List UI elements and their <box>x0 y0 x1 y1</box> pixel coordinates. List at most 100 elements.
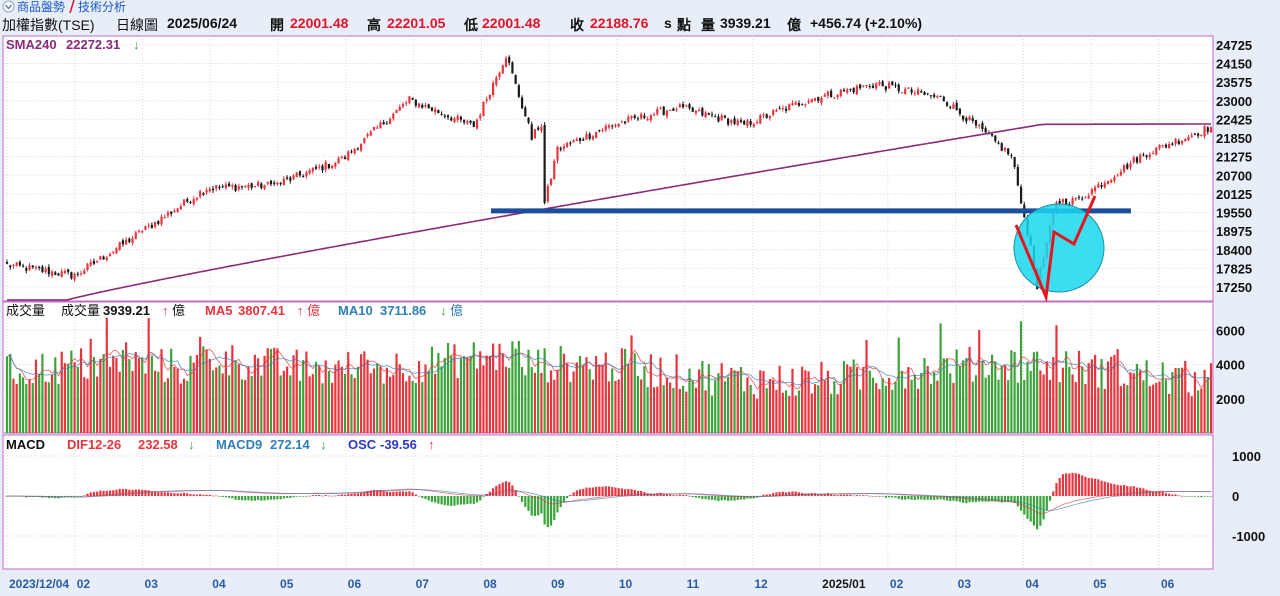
osc-bar <box>875 496 878 497</box>
volume-bar <box>846 364 849 433</box>
candle-body <box>643 115 646 119</box>
osc-bar <box>855 495 858 496</box>
volume-bar <box>813 384 817 433</box>
x-axis-label: 06 <box>348 577 362 591</box>
volume-bar <box>276 348 279 433</box>
candle-body <box>1058 200 1061 204</box>
candle-body <box>727 118 730 125</box>
volume-bar <box>228 375 231 433</box>
volume-bar <box>1003 365 1007 433</box>
change-value: +456.74 (+2.10%) <box>810 15 923 31</box>
candle-body <box>199 191 202 197</box>
osc-bar <box>514 490 517 496</box>
candle-body <box>208 188 211 192</box>
osc-bar <box>266 496 269 500</box>
volume-bar <box>340 366 343 433</box>
candle-body <box>752 124 755 127</box>
volume-bar <box>987 374 990 433</box>
candle-body <box>855 85 858 95</box>
w-pattern-arrow <box>1014 195 1097 303</box>
candle-body <box>382 122 385 125</box>
volume-unit: 億 <box>787 17 801 33</box>
volume-bar <box>1197 390 1200 433</box>
candle-body <box>1145 155 1148 158</box>
osc-bar <box>327 495 331 497</box>
osc-bar <box>1193 496 1197 497</box>
candle-body <box>337 158 340 164</box>
candle-body <box>356 148 359 150</box>
candle-body <box>1094 187 1097 192</box>
macd-legend: MACD DIF12-26 232.58 ↓ MACD9 272.14 ↓ OS… <box>6 437 435 452</box>
macd9-value: 272.14 <box>270 437 311 452</box>
osc-bar <box>1023 496 1026 515</box>
candle-body <box>31 265 34 268</box>
candle-body <box>607 125 611 128</box>
price-axis-label: 17825 <box>1216 261 1252 276</box>
volume-bar <box>797 390 801 433</box>
volume-bar <box>1013 351 1016 433</box>
x-axis-label: 2023/12/04 <box>9 577 69 591</box>
candle-body <box>108 253 112 257</box>
volume-bar <box>1193 372 1197 433</box>
candle-body <box>369 131 372 136</box>
volume-bar <box>717 373 720 433</box>
volume-bar <box>1010 350 1013 433</box>
candle-body <box>1065 198 1068 205</box>
volume-bar <box>411 380 414 433</box>
volume-bar <box>1206 377 1209 433</box>
osc-bar <box>411 492 414 496</box>
volume-bar <box>546 382 549 433</box>
volume-bar <box>900 370 904 433</box>
candle-body <box>1097 184 1100 188</box>
volume-bar <box>202 346 205 433</box>
volume-bar <box>1039 370 1042 433</box>
candle-body <box>517 85 520 97</box>
volume-bar <box>649 354 652 433</box>
osc-bar <box>1122 485 1126 496</box>
volume-bar <box>83 377 86 433</box>
volume-bar <box>1042 374 1045 433</box>
osc-bar <box>73 496 76 497</box>
price-axis-label: 21850 <box>1216 131 1252 146</box>
candle-body <box>1180 140 1184 144</box>
osc-bar <box>1135 487 1139 496</box>
volume-bar <box>524 375 527 433</box>
osc-bar <box>199 494 202 496</box>
candle-body <box>202 193 205 195</box>
candle-body <box>826 91 830 96</box>
osc-bar <box>263 496 266 501</box>
candle-body <box>446 115 450 118</box>
tab-market-overview[interactable]: 商品盤勢 <box>2 0 65 15</box>
candle-body <box>968 116 971 121</box>
quote-header: 加權指數(TSE) 日線圖 2025/06/24 開 22001.48 高 22… <box>0 13 1280 35</box>
candle-body <box>247 184 250 188</box>
volume-bar <box>775 389 778 433</box>
osc-bar <box>427 496 430 501</box>
volume-bar <box>942 358 945 433</box>
osc-bar <box>166 492 170 496</box>
slash-divider-icon <box>69 0 75 13</box>
tab-technical-analysis[interactable]: 技術分析 <box>68 0 126 15</box>
osc-bar <box>475 496 479 503</box>
volume-bar <box>463 356 466 433</box>
ma5-unit: 億 <box>307 303 320 318</box>
candle-body <box>144 226 147 230</box>
volume-bar <box>63 363 67 433</box>
candle-body <box>1081 198 1084 200</box>
ma5-label: MA5 <box>205 303 232 318</box>
osc-bar <box>1161 491 1164 496</box>
candle-body <box>131 238 134 243</box>
volume-bar <box>958 366 961 433</box>
osc-bar <box>421 496 424 498</box>
osc-bar <box>739 496 743 500</box>
volume-bar <box>553 379 556 433</box>
volume-bar <box>733 370 736 433</box>
osc-bar <box>211 495 215 497</box>
volume-bar <box>762 370 765 433</box>
volume-bar <box>482 365 485 433</box>
candle-body <box>469 120 472 123</box>
candle-body <box>76 273 79 275</box>
osc-bar <box>1084 476 1087 496</box>
candle-body <box>311 167 314 172</box>
x-axis-label: 06 <box>1161 577 1175 591</box>
